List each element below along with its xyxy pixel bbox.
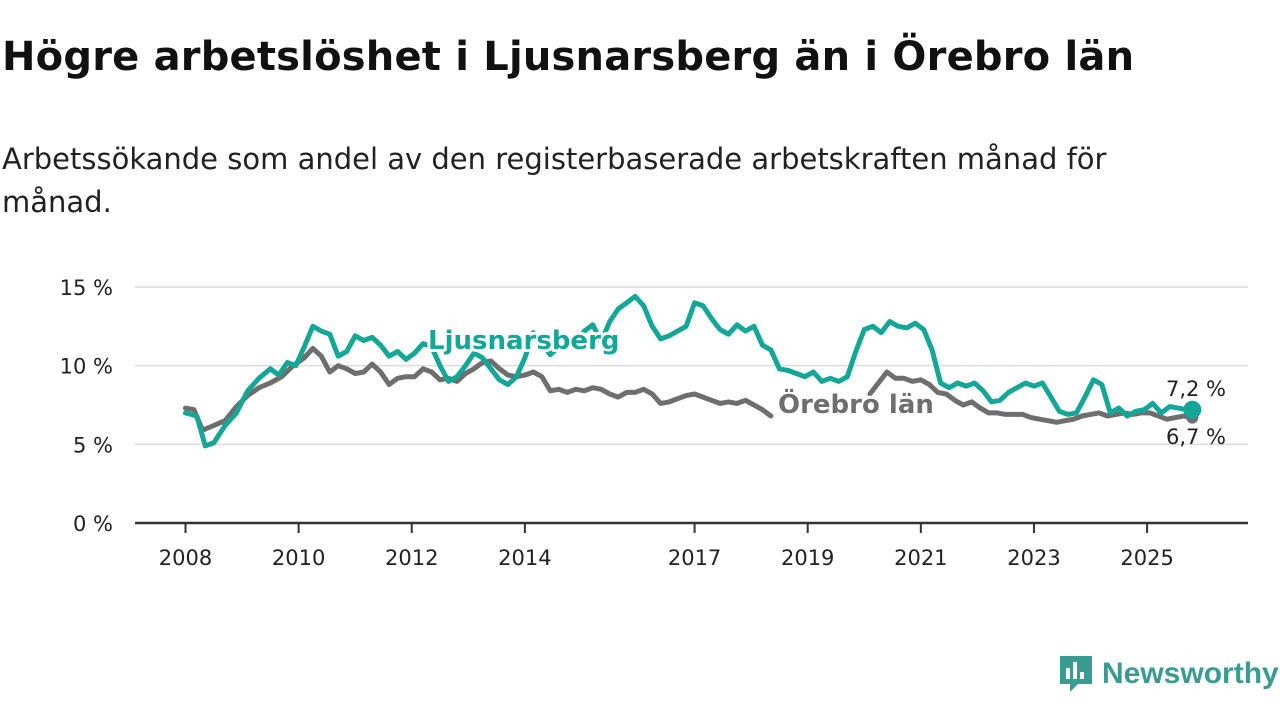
- series-lines: [183, 293, 1202, 449]
- y-tick-label: 10 %: [60, 355, 113, 379]
- x-tick-label: 2017: [668, 546, 721, 570]
- x-tick-label: 2010: [272, 546, 325, 570]
- end-point-ljusnarsberg: [1183, 400, 1202, 419]
- x-tick-label: 2014: [498, 546, 551, 570]
- end-value-label-ljusnarsberg: 7,2 %: [1166, 377, 1226, 401]
- y-tick-label: 0 %: [73, 512, 113, 536]
- axes: 0 % 5 % 10 % 15 % 2008 2010 2012 2014 2017 2019 20…: [60, 276, 1248, 570]
- y-tick-label: 15 %: [60, 276, 113, 300]
- chart-subtitle: Arbetssökande som andel av den registerb…: [2, 142, 1107, 219]
- series-label-orebro-lan: Örebro län: [778, 387, 934, 420]
- series-line-ljusnarsberg: [183, 293, 1195, 449]
- x-tick-label: 2025: [1120, 546, 1173, 570]
- brand: Newsworthy: [1058, 654, 1279, 694]
- x-tick-label: 2021: [894, 546, 947, 570]
- chart-title: Högre arbetslöshet i Ljusnarsberg än i Ö…: [2, 34, 1135, 80]
- series-line-orebro-lan: [183, 345, 1195, 433]
- x-tick-label: 2012: [385, 546, 438, 570]
- series-labels: Ljusnarsberg Örebro län 7,2 % 6,7 %: [425, 323, 1226, 449]
- y-tick-label: 5 %: [73, 433, 113, 457]
- brand-name: Newsworthy: [1102, 657, 1279, 690]
- end-value-label-orebro-lan: 6,7 %: [1166, 425, 1226, 449]
- series-label-ljusnarsberg: Ljusnarsberg: [428, 326, 620, 356]
- x-tick-label: 2008: [159, 546, 212, 570]
- x-tick-label: 2023: [1007, 546, 1060, 570]
- x-tick-label: 2019: [781, 546, 834, 570]
- grid-lines: [135, 286, 1248, 446]
- newsworthy-logo-icon: [1060, 656, 1092, 692]
